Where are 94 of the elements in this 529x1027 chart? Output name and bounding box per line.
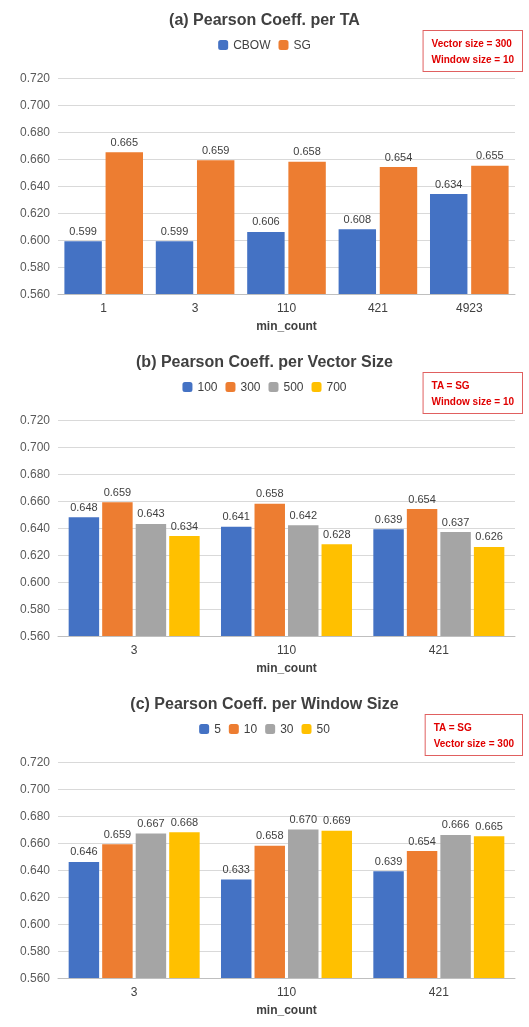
data-label: 0.628: [323, 527, 351, 540]
legend-label: 300: [240, 380, 261, 394]
y-tick-label: 0.560: [19, 629, 51, 643]
data-label: 0.626: [475, 530, 503, 543]
x-tick-label: 3: [191, 301, 199, 315]
legend-label: 10: [243, 722, 258, 736]
y-tick-label: 0.640: [19, 521, 51, 535]
y-tick-label: 0.620: [19, 890, 51, 904]
x-tick-label: 421: [428, 985, 450, 999]
y-tick-label: 0.680: [19, 467, 51, 481]
data-label: 0.646: [70, 845, 98, 858]
data-label: 0.641: [222, 510, 250, 523]
y-tick-label: 0.720: [19, 413, 51, 427]
x-tick-label: 4923: [455, 301, 483, 315]
legend-label: CBOW: [233, 38, 272, 52]
data-label: 0.634: [434, 177, 463, 190]
y-tick-label: 0.660: [19, 836, 51, 850]
x-tick-label: 3: [130, 643, 138, 657]
x-tick-label: 3: [130, 985, 138, 999]
x-tick-label: 110: [276, 985, 297, 999]
data-label: 0.639: [374, 512, 403, 525]
data-label: 0.658: [255, 487, 284, 500]
y-tick-label: 0.720: [19, 755, 51, 769]
y-tick-label: 0.680: [19, 125, 51, 139]
y-tick-label: 0.660: [19, 494, 51, 508]
data-label: 0.667: [137, 817, 165, 830]
data-label: 0.637: [441, 515, 470, 528]
data-label: 0.665: [110, 135, 139, 148]
y-tick-label: 0.580: [19, 944, 51, 958]
data-label: 0.665: [475, 819, 503, 832]
legend-label: 500: [283, 380, 304, 394]
data-label: 0.659: [201, 143, 230, 156]
data-label: 0.658: [293, 145, 321, 158]
legend-label: 50: [316, 722, 331, 736]
text: Vector size = 300: [431, 37, 513, 49]
y-tick-label: 0.600: [19, 575, 51, 589]
y-tick-label: 0.620: [19, 548, 51, 562]
y-tick-label: 0.560: [19, 287, 51, 301]
data-label: 0.608: [343, 212, 372, 225]
data-label: 0.634: [170, 519, 199, 532]
text: Window size = 10: [431, 53, 515, 65]
x-tick-label: 421: [367, 301, 389, 315]
data-label: 0.639: [374, 854, 403, 867]
legend-label: SG: [293, 38, 311, 52]
data-label: 0.668: [170, 815, 199, 828]
x-tick-label: 1: [100, 301, 108, 315]
text: TA = SG: [433, 721, 472, 733]
y-tick-label: 0.600: [19, 233, 51, 247]
legend-label: 700: [326, 380, 347, 394]
x-axis-title: min_count: [256, 1003, 317, 1017]
y-tick-label: 0.680: [19, 809, 51, 823]
legend-label: 30: [280, 722, 294, 736]
data-label: 0.659: [103, 827, 132, 840]
y-tick-label: 0.700: [19, 98, 51, 112]
y-tick-label: 0.660: [19, 152, 51, 166]
chart-title: (c) Pearson Coeff. per Window Size: [130, 694, 399, 712]
y-tick-label: 0.720: [19, 71, 51, 85]
data-label: 0.659: [103, 485, 132, 498]
text: Vector size = 300: [433, 737, 515, 749]
data-label: 0.654: [408, 492, 436, 505]
data-label: 0.633: [222, 862, 250, 875]
x-tick-label: 110: [276, 301, 297, 315]
data-label: 0.599: [160, 224, 189, 237]
x-axis-title: min_count: [256, 319, 317, 333]
chart-title: (b) Pearson Coeff. per Vector Size: [136, 352, 394, 370]
data-label: 0.642: [289, 508, 318, 521]
data-label: 0.658: [255, 829, 284, 842]
data-label: 0.606: [252, 215, 280, 228]
chart-title: (a) Pearson Coeff. per TA: [169, 10, 361, 28]
x-axis-title: min_count: [256, 661, 317, 675]
y-tick-label: 0.640: [19, 179, 51, 193]
text: Window size = 10: [431, 395, 515, 407]
y-tick-label: 0.700: [19, 440, 51, 454]
data-label: 0.643: [137, 507, 165, 520]
y-tick-label: 0.640: [19, 863, 51, 877]
data-label: 0.669: [323, 814, 351, 827]
data-label: 0.654: [408, 834, 436, 847]
y-tick-label: 0.700: [19, 782, 51, 796]
data-label: 0.648: [70, 500, 98, 513]
x-tick-label: 421: [428, 643, 450, 657]
legend-label: 5: [214, 722, 222, 736]
data-label: 0.666: [441, 818, 470, 831]
text: TA = SG: [431, 379, 470, 391]
data-label: 0.670: [289, 813, 318, 825]
x-tick-label: 110: [276, 643, 297, 657]
data-label: 0.655: [476, 149, 504, 162]
legend-label: 100: [197, 380, 218, 394]
y-tick-label: 0.620: [19, 206, 51, 220]
y-tick-label: 0.580: [19, 602, 51, 616]
y-tick-label: 0.580: [19, 260, 51, 274]
y-tick-label: 0.560: [19, 971, 51, 985]
y-tick-label: 0.600: [19, 917, 51, 931]
data-label: 0.654: [384, 150, 413, 163]
data-label: 0.599: [69, 224, 97, 237]
